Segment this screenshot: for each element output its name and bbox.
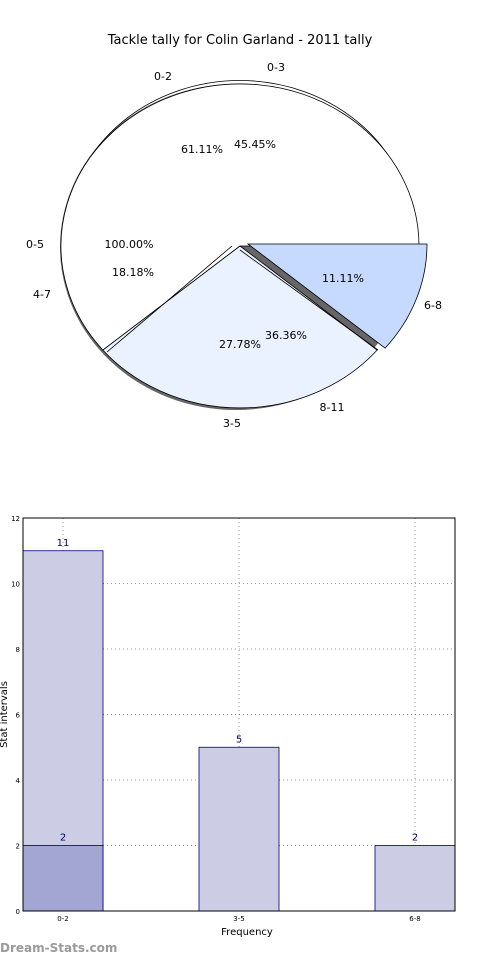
pie-slice-6-8 (246, 243, 428, 349)
y-tick-label: 10 (11, 581, 20, 589)
bar-chart: 0 2 4 6 8 10 12 11 5 2 2 0-2 3-5 6-8 Frequency Stat int… (0, 515, 456, 938)
pie-label-0-3: 0-3 (267, 61, 285, 74)
pie-label-0-2: 0-2 (154, 70, 172, 83)
pie-slice-4-7-edge (106, 245, 233, 353)
y-axis-label: Stat intervals (0, 681, 10, 748)
pie-label-6-8: 6-8 (424, 299, 442, 312)
y-tick-label: 0 (16, 908, 20, 916)
bar-0-2-overlay (22, 845, 104, 912)
x-tick-label: 6-8 (409, 915, 420, 923)
x-tick-label: 3-5 (233, 915, 244, 923)
watermark: Dream-Stats.com (0, 941, 118, 955)
y-tick-label: 12 (11, 515, 20, 523)
y-tick-label: 2 (16, 843, 20, 851)
pie-percent-0-2: 61.11% (181, 143, 223, 156)
bar-value-label: 11 (57, 538, 70, 549)
bar-6-8 (374, 845, 456, 912)
pie-percent-0-5: 100.00% (105, 238, 154, 251)
pie-percent-8-11: 36.36% (265, 329, 307, 342)
pie-slice-0-2 (60, 83, 420, 351)
bar-value-label: 2 (60, 833, 66, 844)
pie-percent-6-8: 11.11% (322, 272, 364, 285)
pie-chart (60, 80, 428, 410)
pie-label-0-5: 0-5 (26, 238, 44, 251)
pie-labels: 0-2 61.11% 3-5 27.78% 6-8 11.11% 0-3 45.45% 4-7 1… (26, 61, 442, 430)
pie-label-8-11: 8-11 (320, 401, 345, 414)
plot-frame (22, 517, 456, 912)
pie-label-3-5: 3-5 (223, 417, 241, 430)
pie-chart-title: Tackle tally for Colin Garland - 2011 ta… (107, 33, 373, 48)
x-axis-label: Frequency (221, 927, 273, 938)
x-tick-label: 0-2 (57, 915, 68, 923)
pie-percent-3-5: 27.78% (219, 338, 261, 351)
y-tick-label: 6 (16, 712, 21, 720)
bar-value-label: 2 (412, 833, 418, 844)
bar-value-label: 5 (236, 734, 242, 745)
pie-slice-8-11-edge (239, 249, 379, 351)
pie-label-4-7: 4-7 (33, 288, 51, 301)
bar-3-5 (198, 746, 280, 912)
pie-percent-0-3: 45.45% (234, 138, 276, 151)
pie-percent-4-7: 18.18% (112, 266, 154, 279)
y-tick-label: 8 (16, 646, 20, 654)
pie-slice-3-5 (102, 245, 378, 409)
y-tick-label: 4 (16, 777, 21, 785)
